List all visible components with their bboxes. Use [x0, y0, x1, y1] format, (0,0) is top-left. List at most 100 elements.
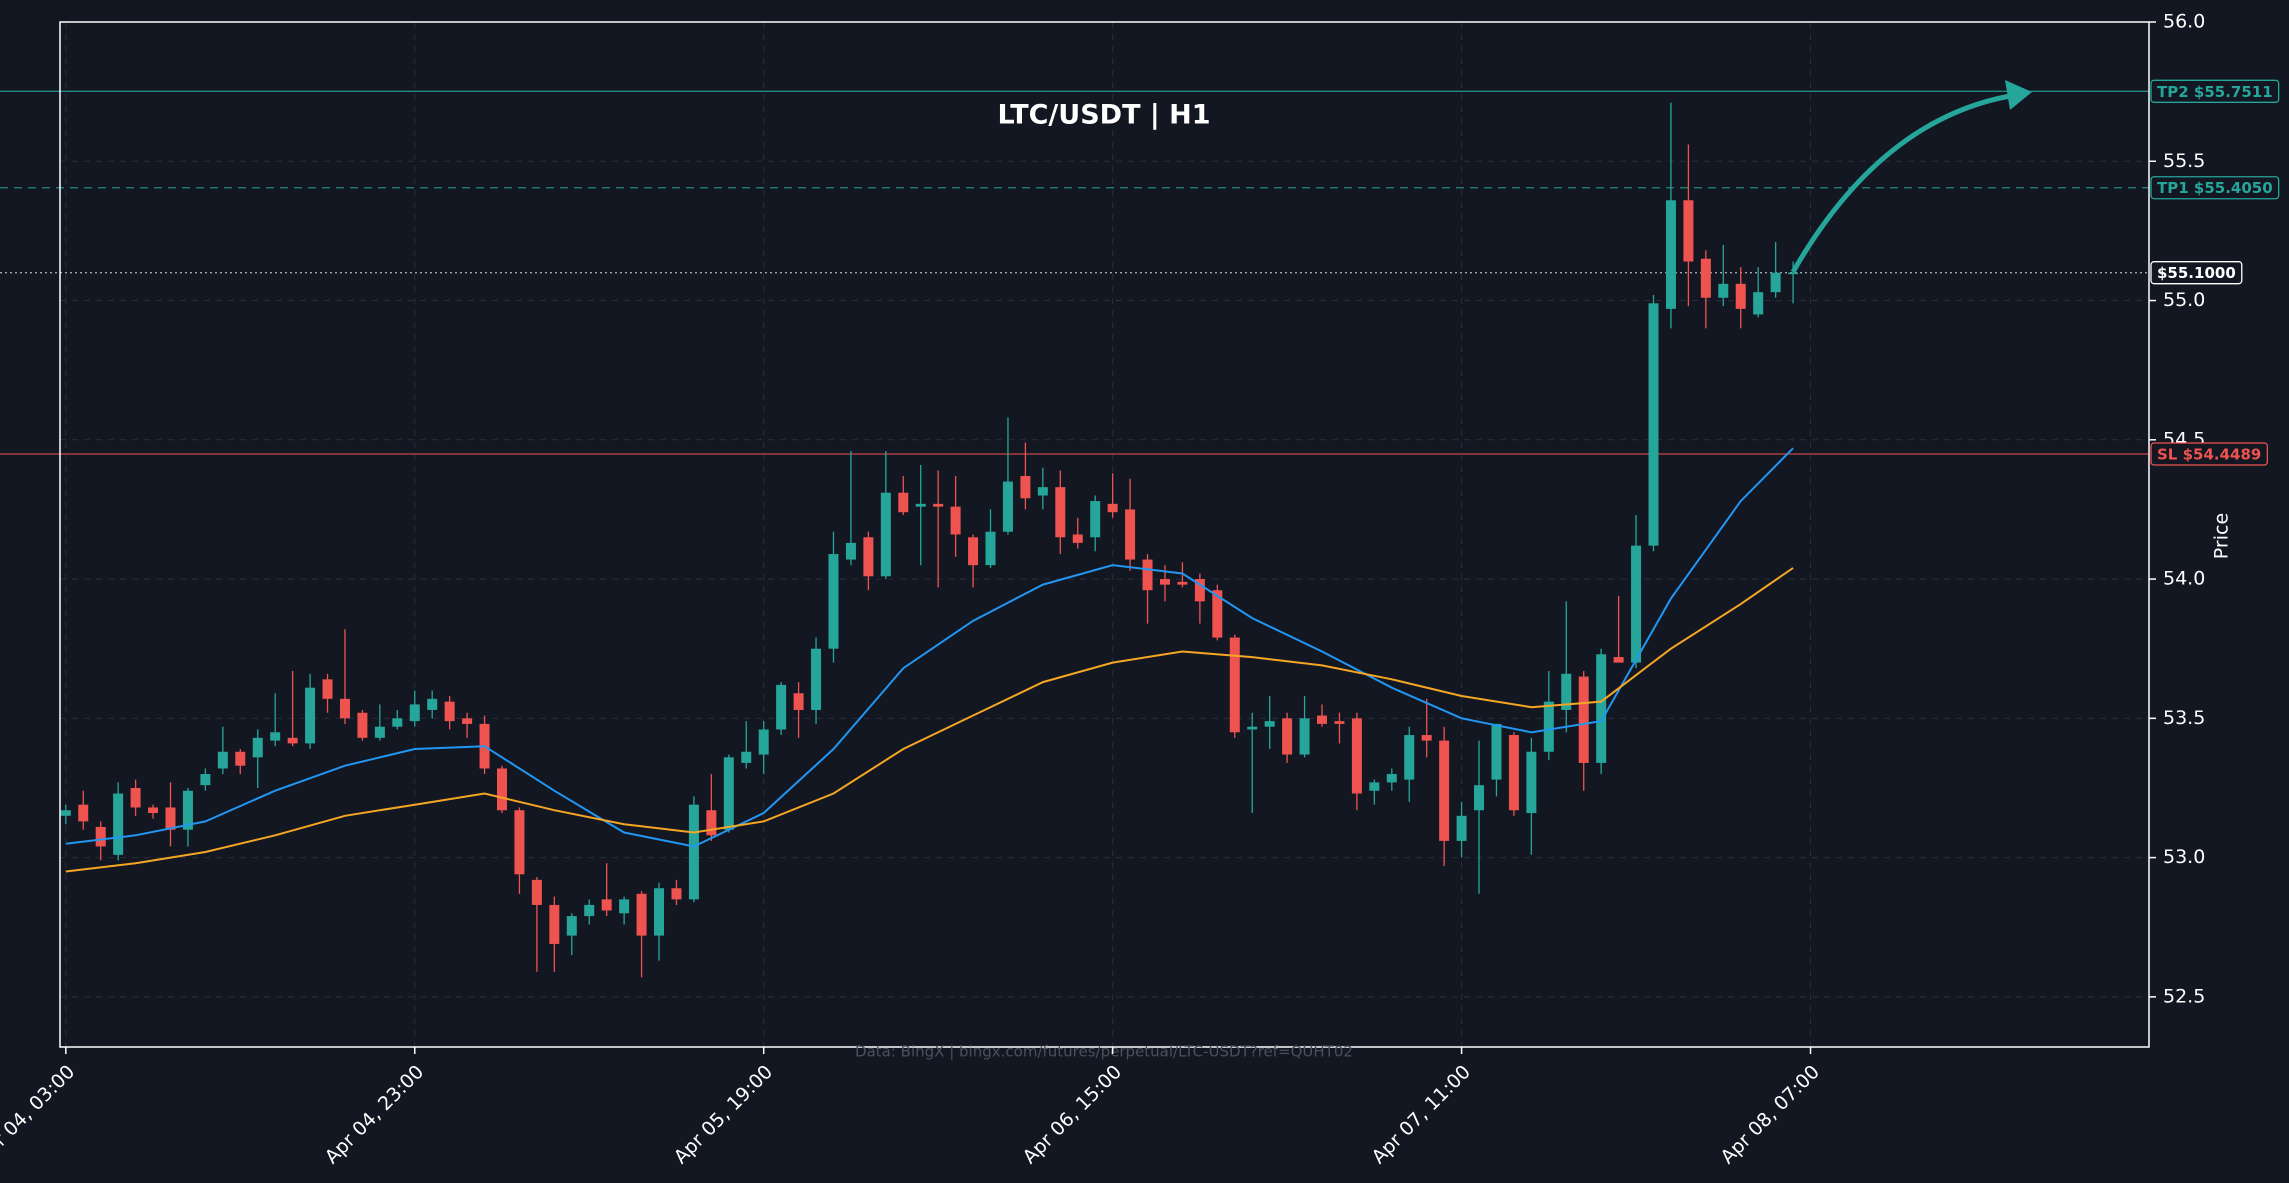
level-label-box	[2150, 79, 2280, 103]
candle-body	[113, 793, 124, 855]
candle-body	[392, 718, 403, 727]
candle-body	[1282, 718, 1293, 755]
candle-body	[1247, 726, 1258, 730]
candle-body	[619, 899, 630, 914]
candle-body	[584, 904, 595, 917]
candle-body	[880, 492, 891, 577]
candle-body	[1526, 751, 1537, 814]
candle-body	[1037, 487, 1048, 496]
candle-body	[566, 916, 577, 936]
y-tick-label: 56.0	[2163, 11, 2205, 33]
candle-body	[776, 684, 787, 730]
candle-body	[1264, 721, 1275, 727]
candle-body	[741, 751, 752, 763]
candle-body	[1508, 735, 1519, 811]
candle-body	[1735, 283, 1746, 309]
candle-body	[1439, 740, 1450, 841]
plot-frame	[59, 21, 2150, 1048]
y-tick-label: 55.5	[2163, 150, 2205, 172]
level-label: $55.1000	[2157, 264, 2236, 282]
candle-body	[1404, 735, 1415, 780]
candle-body	[1491, 723, 1502, 780]
candle-body	[427, 698, 438, 710]
candle-body	[1700, 258, 1711, 298]
candle-body	[1125, 509, 1136, 560]
candle-body	[148, 807, 159, 814]
candle-body	[1386, 774, 1397, 783]
candle-body	[252, 737, 263, 758]
candle-body	[409, 704, 420, 722]
candle-body	[1142, 559, 1153, 591]
candle-body	[654, 888, 665, 936]
candle-body	[1159, 579, 1170, 585]
candle-body	[1002, 481, 1013, 532]
candle-body	[339, 698, 350, 719]
level-label: SL $54.4489	[2157, 446, 2261, 464]
candle-body	[706, 810, 717, 836]
candle-body	[933, 503, 944, 507]
candle-body	[1753, 292, 1764, 315]
target-arrowhead	[2005, 80, 2032, 110]
chart-title: LTC/USDT | H1	[997, 100, 1210, 131]
candle-body	[1055, 487, 1066, 538]
target-arrow	[1790, 93, 2011, 274]
candle-body	[1090, 501, 1101, 538]
candle-body	[636, 893, 647, 936]
candle-body	[444, 701, 455, 722]
candle-body	[1561, 673, 1572, 710]
candle-body	[1020, 476, 1031, 499]
y-tick-label: 53.5	[2163, 707, 2205, 729]
candle-body	[950, 506, 961, 535]
candle-body	[235, 751, 246, 766]
candle-body	[322, 679, 333, 699]
candle-body	[95, 826, 106, 847]
candle-body	[1299, 718, 1310, 755]
candle-body	[357, 712, 368, 738]
candle-body	[1334, 721, 1345, 724]
candle-body	[1613, 657, 1624, 663]
candle-body	[182, 790, 193, 830]
candle-body	[270, 732, 281, 741]
moving-average-line	[65, 447, 1794, 848]
candle-body	[60, 810, 71, 816]
candle-body	[1665, 200, 1676, 309]
candle-body	[1369, 782, 1380, 791]
candle-body	[1072, 534, 1083, 543]
candle-body	[374, 726, 385, 738]
candle-body	[1317, 715, 1328, 724]
candle-body	[165, 807, 176, 830]
candle-body	[531, 879, 542, 905]
candle-body	[1788, 272, 1799, 275]
candle-body	[1770, 272, 1781, 293]
candle-body	[217, 751, 228, 769]
moving-average-line	[65, 567, 1794, 873]
candle-body	[863, 537, 874, 577]
candle-body	[1683, 200, 1694, 262]
candle-body	[1474, 785, 1485, 811]
candle-body	[1351, 718, 1362, 794]
candle-body	[1578, 676, 1589, 763]
level-label-box	[2150, 176, 2280, 200]
candle-body	[1194, 579, 1205, 602]
y-tick-label: 55.0	[2163, 289, 2205, 311]
candle-body	[811, 648, 822, 710]
candle-body	[1107, 503, 1118, 513]
candle-body	[287, 737, 298, 744]
candle-body	[758, 729, 769, 755]
candle-body	[1648, 303, 1659, 546]
candle-body	[1543, 701, 1554, 752]
y-tick-label: 53.0	[2163, 846, 2205, 868]
candle-body	[793, 693, 804, 710]
candle-body	[898, 492, 909, 513]
candle-body	[968, 537, 979, 566]
y-tick-label: 54.0	[2163, 568, 2205, 590]
level-label: TP2 $55.7511	[2157, 83, 2273, 101]
candle-body	[549, 904, 560, 944]
candle-body	[1631, 545, 1642, 663]
candle-body	[1177, 581, 1188, 585]
candle-body	[130, 787, 141, 808]
candle-body	[1596, 654, 1607, 763]
